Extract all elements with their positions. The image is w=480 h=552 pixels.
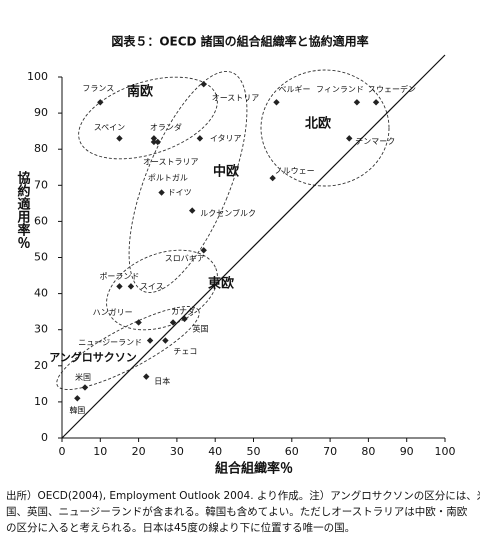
y-axis-label: 協約適用率％ — [15, 170, 32, 249]
point — [162, 337, 169, 344]
region-label: 東欧 — [208, 276, 234, 292]
point-label: オーストラリア — [143, 157, 199, 166]
reference-line — [61, 54, 446, 439]
x-tick-label: 30 — [170, 445, 184, 458]
x-tick-label: 80 — [361, 445, 375, 458]
point-label: ハンガリー — [93, 307, 133, 317]
point-label: 日本 — [154, 376, 170, 386]
point-label: 英国 — [193, 323, 209, 333]
y-tick-label: 50 — [34, 251, 48, 264]
point — [158, 189, 165, 196]
group-ellipses — [56, 69, 390, 390]
x-tick-label: 60 — [285, 445, 299, 458]
point-label: オランダ — [150, 122, 182, 132]
point — [81, 384, 89, 391]
chart-title: 図表５：OECD 諸国の組合組織率と協約適用率 — [111, 34, 368, 49]
y-tick-label: 100 — [27, 70, 48, 83]
point — [372, 99, 380, 106]
point — [269, 174, 276, 182]
note-line: 出所）OECD(2004), Employment Outlook 2004. … — [6, 489, 480, 502]
region-label: 中欧 — [213, 164, 239, 180]
x-tick-label: 0 — [59, 445, 66, 458]
point-label: ニュージーランド — [78, 338, 142, 347]
x-tick-label: 100 — [435, 445, 456, 458]
point-label: ノルウェー — [275, 167, 315, 176]
y-tick-label: 20 — [34, 359, 48, 372]
x-tick-label: 40 — [208, 445, 222, 458]
point-label: カナダ — [171, 306, 195, 316]
point — [150, 138, 158, 146]
point — [346, 135, 353, 142]
point — [189, 207, 196, 214]
point-label: スイス — [140, 282, 164, 291]
x-tick-label: 20 — [132, 445, 146, 458]
y-tick-label: 70 — [34, 178, 48, 191]
point — [150, 135, 158, 142]
point — [273, 99, 280, 106]
point — [154, 138, 161, 146]
point-label: ポルトガル — [148, 172, 188, 182]
point — [200, 247, 207, 254]
anglo-group — [56, 306, 200, 390]
point — [353, 99, 361, 106]
y-tick-label: 30 — [34, 323, 48, 336]
point — [127, 283, 135, 290]
north-group — [260, 69, 390, 187]
x-tick-label: 90 — [400, 445, 414, 458]
point — [74, 395, 81, 402]
point — [181, 315, 188, 323]
point — [143, 373, 150, 380]
point-label: ポーランド — [99, 272, 139, 281]
x-tick-label: 50 — [247, 445, 261, 458]
point-label: ドイツ — [168, 188, 192, 197]
note-line: 国、英国、ニュージーランドが含まれる。韓国も含めてよい。ただしオーストラリアは中… — [6, 505, 468, 518]
point — [196, 135, 204, 142]
east-group — [106, 249, 218, 331]
region-label: アングロサクソン — [49, 350, 137, 364]
y-tick-label: 60 — [34, 214, 48, 227]
point — [135, 319, 142, 326]
point-label: 米国 — [75, 372, 91, 382]
x-axis-label: 組合組織率％ — [215, 461, 293, 477]
point-label: ルクセンブルク — [200, 208, 256, 218]
central-group — [128, 71, 248, 293]
y-tick-label: 90 — [34, 106, 48, 119]
point-label: チェコ — [173, 347, 197, 356]
point — [97, 99, 104, 106]
south-group — [78, 76, 218, 160]
point-label: スロバキア — [165, 254, 205, 263]
point-label: 韓国 — [69, 405, 85, 415]
y-tick-label: 0 — [41, 431, 48, 444]
point — [200, 81, 207, 88]
y-tick-label: 80 — [34, 142, 48, 155]
y-tick-label: 40 — [34, 287, 48, 300]
point — [146, 337, 154, 344]
point — [116, 135, 123, 142]
point-label: オーストリア — [212, 94, 260, 103]
point-label: スペイン — [94, 123, 125, 132]
region-label: 北欧 — [305, 116, 331, 132]
y-tick-label: 10 — [34, 395, 48, 408]
point-label: イタリア — [210, 134, 242, 143]
point-label: ベルギー — [278, 85, 310, 94]
point — [116, 283, 123, 290]
note-line: の区分に入ると考えられる。日本は45度の線より下に位置する唯一の国。 — [6, 521, 355, 534]
point-label: スウェーデン — [368, 84, 416, 94]
point — [169, 319, 177, 326]
x-tick-label: 70 — [323, 445, 337, 458]
point-label: デンマーク — [355, 136, 395, 146]
point-label: フランス — [82, 84, 114, 93]
point-label: フィンランド — [316, 85, 364, 94]
x-tick-label: 10 — [93, 445, 107, 458]
region-label: 南欧 — [127, 84, 153, 100]
